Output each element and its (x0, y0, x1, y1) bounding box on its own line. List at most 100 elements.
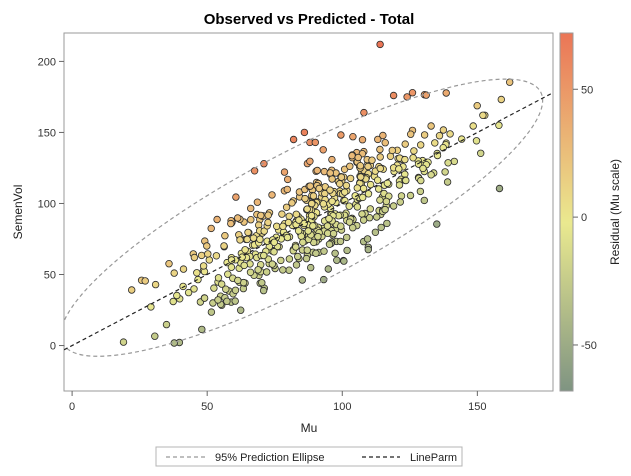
colorbar-tick-label: -50 (581, 340, 597, 352)
data-point (328, 155, 336, 164)
data-point (179, 265, 188, 273)
data-point (446, 130, 454, 138)
data-point (257, 211, 265, 220)
data-point (326, 169, 334, 177)
data-point (279, 266, 287, 274)
data-point (253, 198, 262, 206)
x-tick-label: 0 (69, 401, 75, 413)
line-parm (64, 92, 553, 351)
data-point (420, 196, 428, 205)
data-point (119, 338, 128, 346)
data-point (244, 228, 252, 237)
colorbar-axis: -50 0 50 (573, 84, 597, 352)
data-point (320, 247, 328, 255)
data-point (441, 168, 449, 176)
data-point (217, 280, 226, 288)
data-point (231, 297, 239, 305)
data-point (277, 256, 285, 265)
data-point (379, 131, 387, 140)
data-point (147, 303, 155, 311)
data-point (410, 147, 418, 155)
y-tick-label: 50 (44, 270, 56, 282)
data-point (234, 276, 242, 285)
data-point (345, 218, 354, 226)
data-point (351, 192, 359, 200)
data-point (506, 78, 514, 86)
colorbar-tick-label: 0 (581, 212, 587, 224)
data-point (397, 192, 406, 200)
colorbar-tick-label: 50 (581, 84, 593, 96)
data-point (282, 203, 291, 211)
data-point (356, 161, 365, 170)
data-point (343, 246, 351, 255)
data-point (342, 181, 351, 190)
data-point (307, 211, 316, 220)
data-point (479, 111, 487, 119)
data-point (179, 282, 187, 291)
data-point (472, 137, 481, 145)
data-point (444, 159, 452, 167)
data-point (374, 176, 382, 184)
data-point (151, 332, 159, 340)
data-point (184, 288, 193, 297)
data-point (349, 223, 357, 232)
data-point (306, 182, 314, 190)
data-point (324, 265, 332, 273)
data-point (388, 146, 396, 155)
data-point (403, 93, 411, 101)
data-point (170, 269, 178, 277)
data-point (283, 185, 291, 194)
prediction-ellipse (64, 78, 544, 357)
data-point (194, 275, 202, 284)
data-point (227, 256, 236, 264)
data-point (376, 196, 384, 204)
data-point (325, 240, 334, 248)
data-point (285, 212, 293, 220)
data-point (169, 297, 177, 306)
data-point (264, 211, 272, 219)
legend: 95% Prediction Ellipse LineParm (155, 446, 463, 467)
data-point (207, 224, 215, 233)
data-point (439, 126, 448, 134)
data-point (329, 229, 338, 238)
data-point (376, 164, 384, 173)
data-point (204, 250, 212, 258)
data-point (292, 261, 301, 269)
data-point (325, 214, 333, 223)
data-point (292, 243, 300, 251)
data-point (364, 190, 373, 198)
data-point (258, 279, 266, 287)
points-layer (119, 40, 514, 347)
data-point (383, 179, 392, 187)
x-axis-label: Mu (301, 421, 318, 435)
data-point (165, 260, 173, 268)
data-point (419, 164, 427, 173)
data-point (227, 219, 235, 228)
data-point (309, 222, 317, 230)
data-point (337, 131, 345, 139)
data-point (256, 235, 264, 243)
data-point (220, 242, 228, 250)
data-point (497, 95, 505, 104)
data-point (395, 165, 403, 173)
colorbar (559, 32, 574, 392)
data-point (326, 186, 334, 194)
data-point (299, 238, 307, 246)
data-point (358, 210, 366, 218)
data-point (375, 185, 383, 193)
data-point (353, 184, 361, 192)
data-point (341, 188, 349, 196)
x-tick-label: 100 (333, 401, 351, 413)
data-point (127, 286, 136, 294)
data-point (408, 88, 417, 97)
data-point (373, 213, 381, 221)
data-point (224, 270, 232, 278)
data-point (368, 156, 376, 164)
data-point (284, 218, 293, 227)
data-point (359, 184, 368, 193)
data-point (337, 173, 346, 181)
data-point (357, 173, 365, 181)
data-point (402, 176, 410, 185)
data-point (214, 296, 222, 304)
